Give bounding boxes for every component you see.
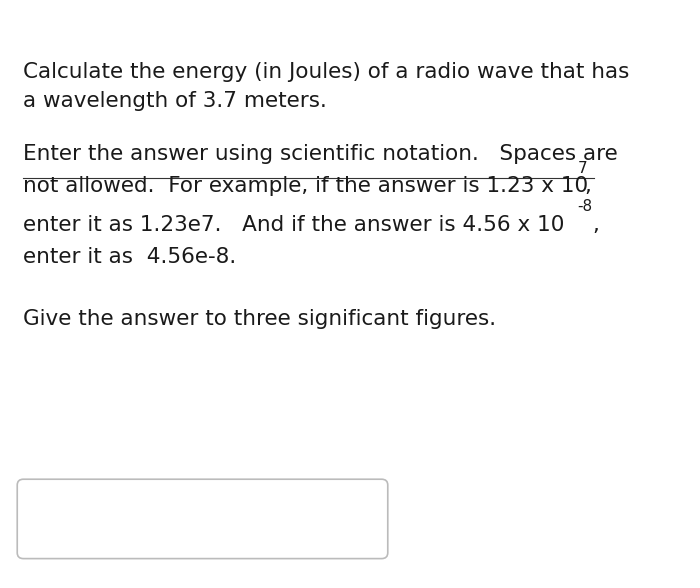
Text: ,: , <box>592 215 599 235</box>
Text: Give the answer to three significant figures.: Give the answer to three significant fig… <box>23 309 496 329</box>
Text: ,: , <box>584 176 592 196</box>
Text: a wavelength of 3.7 meters.: a wavelength of 3.7 meters. <box>23 91 328 111</box>
Text: Enter the answer using scientific notation.   Spaces are: Enter the answer using scientific notati… <box>23 144 618 164</box>
Text: Calculate the energy (in Joules) of a radio wave that has: Calculate the energy (in Joules) of a ra… <box>23 62 630 82</box>
Text: 7: 7 <box>578 161 587 176</box>
Text: not allowed.  For example, if the answer is 1.23 x 10: not allowed. For example, if the answer … <box>23 176 589 196</box>
FancyBboxPatch shape <box>18 479 388 559</box>
Text: -8: -8 <box>578 199 592 214</box>
Text: enter it as  4.56e-8.: enter it as 4.56e-8. <box>23 247 237 267</box>
Text: enter it as 1.23e7.   And if the answer is 4.56 x 10: enter it as 1.23e7. And if the answer is… <box>23 215 565 235</box>
